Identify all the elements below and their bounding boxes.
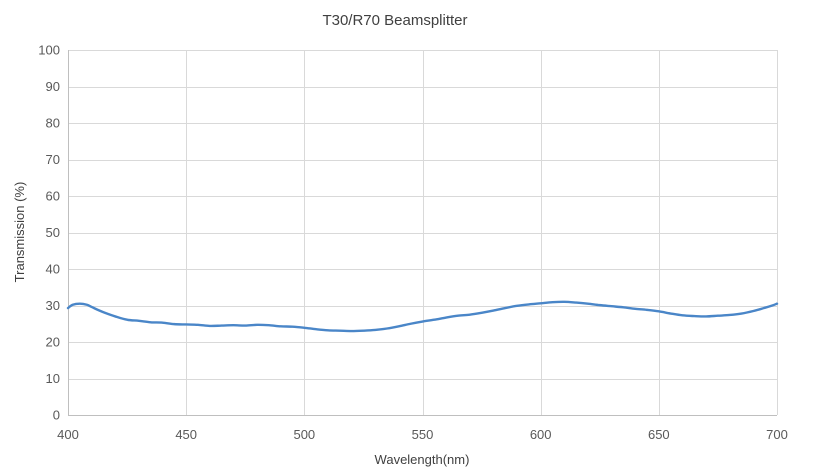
y-tick-label: 0 bbox=[53, 408, 60, 423]
x-tick-label: 550 bbox=[412, 427, 434, 442]
y-tick-labels: 0 10 20 30 40 50 60 70 80 90 100 bbox=[38, 43, 60, 423]
y-tick-label: 60 bbox=[46, 189, 60, 204]
x-axis-label: Wavelength(nm) bbox=[375, 452, 470, 467]
chart-title: T30/R70 Beamsplitter bbox=[322, 12, 467, 29]
x-tick-label: 500 bbox=[293, 427, 315, 442]
y-tick-label: 50 bbox=[46, 225, 60, 240]
series-line bbox=[66, 300, 779, 333]
y-axis-label: Transmission (%) bbox=[12, 182, 27, 283]
y-tick-label: 20 bbox=[46, 335, 60, 350]
y-tick-label: 40 bbox=[46, 262, 60, 277]
y-tick-label: 30 bbox=[46, 298, 60, 313]
x-tick-label: 400 bbox=[57, 427, 79, 442]
y-tick-label: 100 bbox=[38, 43, 60, 58]
y-tick-label: 70 bbox=[46, 152, 60, 167]
y-tick-label: 90 bbox=[46, 79, 60, 94]
y-tick-label: 80 bbox=[46, 116, 60, 131]
x-tick-labels: 400 450 500 550 600 650 700 bbox=[57, 427, 788, 442]
x-tick-label: 450 bbox=[175, 427, 197, 442]
x-tick-label: 650 bbox=[648, 427, 670, 442]
y-gridlines bbox=[68, 50, 777, 380]
y-tick-label: 10 bbox=[46, 371, 60, 386]
x-gridlines bbox=[186, 50, 778, 415]
x-tick-label: 700 bbox=[766, 427, 788, 442]
x-tick-label: 600 bbox=[530, 427, 552, 442]
